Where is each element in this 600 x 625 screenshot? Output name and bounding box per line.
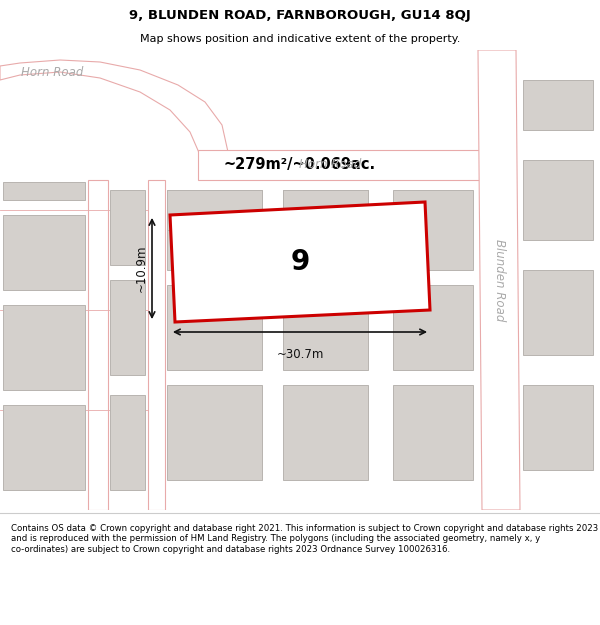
Bar bbox=[283, 285, 368, 370]
Bar bbox=[3, 215, 85, 290]
Text: Map shows position and indicative extent of the property.: Map shows position and indicative extent… bbox=[140, 34, 460, 44]
Bar bbox=[523, 80, 593, 130]
Bar bbox=[393, 385, 473, 480]
Text: Contains OS data © Crown copyright and database right 2021. This information is : Contains OS data © Crown copyright and d… bbox=[11, 524, 598, 554]
Text: 9: 9 bbox=[290, 248, 310, 276]
Bar bbox=[523, 385, 593, 470]
Text: ~10.9m: ~10.9m bbox=[135, 245, 148, 292]
Bar bbox=[167, 190, 262, 270]
Bar bbox=[3, 405, 85, 490]
Bar bbox=[167, 385, 262, 480]
Bar bbox=[283, 190, 368, 230]
Text: ~279m²/~0.069ac.: ~279m²/~0.069ac. bbox=[224, 158, 376, 172]
Bar bbox=[3, 305, 85, 390]
Bar bbox=[3, 182, 85, 200]
Bar bbox=[393, 285, 473, 370]
Polygon shape bbox=[170, 202, 430, 322]
Bar bbox=[167, 190, 262, 230]
Bar bbox=[393, 190, 473, 270]
Polygon shape bbox=[148, 180, 165, 510]
Bar bbox=[110, 280, 145, 375]
Text: 9, BLUNDEN ROAD, FARNBOROUGH, GU14 8QJ: 9, BLUNDEN ROAD, FARNBOROUGH, GU14 8QJ bbox=[129, 9, 471, 21]
Text: Horn Road: Horn Road bbox=[299, 159, 361, 171]
Polygon shape bbox=[478, 50, 520, 510]
Bar bbox=[523, 270, 593, 355]
Text: Horn Road: Horn Road bbox=[21, 66, 83, 79]
Bar bbox=[283, 385, 368, 480]
Bar bbox=[283, 190, 368, 270]
Bar bbox=[523, 160, 593, 240]
Text: ~30.7m: ~30.7m bbox=[277, 348, 323, 361]
Bar bbox=[110, 190, 145, 265]
Polygon shape bbox=[88, 180, 108, 510]
Polygon shape bbox=[0, 60, 228, 180]
Bar bbox=[167, 285, 262, 370]
Text: Blunden Road: Blunden Road bbox=[493, 239, 505, 321]
Polygon shape bbox=[198, 150, 490, 180]
Bar bbox=[110, 395, 145, 490]
